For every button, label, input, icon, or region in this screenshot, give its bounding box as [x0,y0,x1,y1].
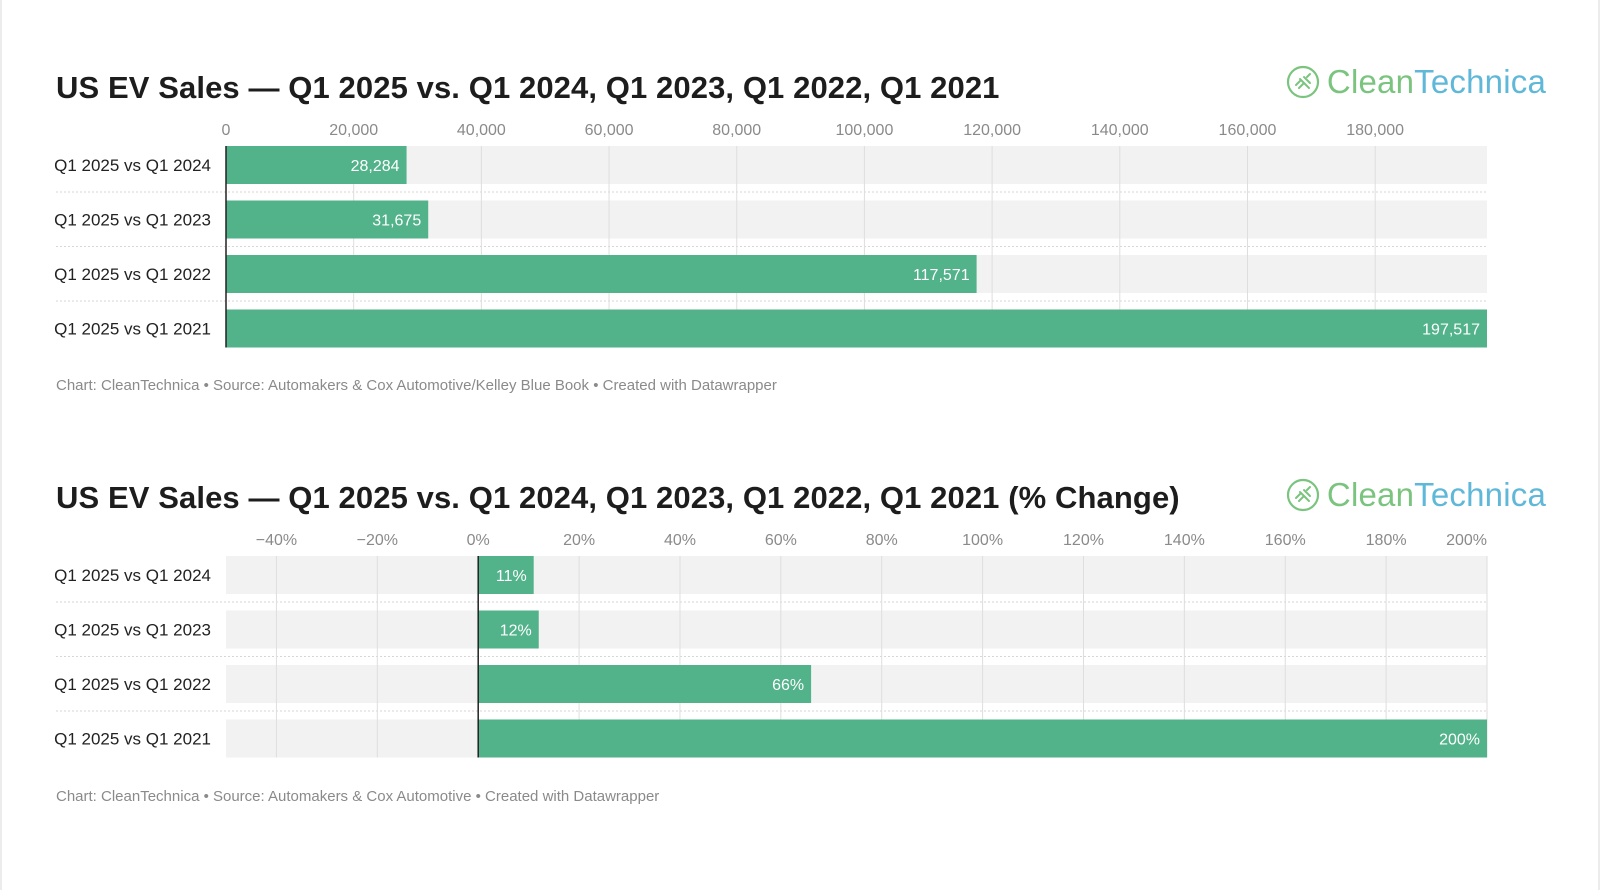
bar [478,719,1487,758]
bar-value-label: 12% [500,623,532,640]
bar [478,610,539,649]
x-tick-label: 120% [1063,532,1104,549]
bar-value-label: 31,675 [372,213,421,230]
category-label: Q1 2025 vs Q1 2023 [54,621,211,640]
category-label: Q1 2025 vs Q1 2022 [54,265,211,284]
x-tick-label: 160% [1265,532,1306,549]
logo-text: CleanTechnica [1326,476,1546,513]
x-tick-label: 180,000 [1346,122,1404,139]
chart-footnote: Chart: CleanTechnica • Source: Automaker… [56,377,777,394]
cleantechnica-logo: CleanTechnica [1285,62,1546,102]
x-tick-label: 200% [1446,532,1487,549]
category-label: Q1 2025 vs Q1 2021 [54,730,211,749]
x-tick-label: 0 [222,122,231,139]
bar-value-label: 117,571 [913,267,970,284]
category-label: Q1 2025 vs Q1 2024 [54,566,211,585]
x-tick-label: 80,000 [712,122,761,139]
x-tick-label: 60% [765,532,797,549]
category-label: Q1 2025 vs Q1 2021 [54,320,211,339]
plot-area: −40% −20% 0% 20% 40% 60% 80% 100% 120% 140% 160% 18… [54,524,1546,764]
category-label: Q1 2025 vs Q1 2023 [54,211,211,230]
row-band [226,610,1487,649]
x-tick-label: 20,000 [329,122,378,139]
x-tick-label: −40% [256,532,297,549]
logo-text: CleanTechnica [1326,63,1546,100]
bar [226,255,977,293]
plug-icon [1286,65,1320,99]
category-label: Q1 2025 vs Q1 2024 [54,156,211,175]
bar-chart-svg: 0 20,000 40,000 60,000 80,000 100,000 120,000 1… [54,122,1487,348]
x-tick-label: 40,000 [457,122,506,139]
x-tick-label: 60,000 [585,122,634,139]
bar-value-label: 197,517 [1422,322,1480,339]
bar [226,146,407,184]
bar-chart-svg: −40% −20% 0% 20% 40% 60% 80% 100% 120% 140% 160% 18… [54,532,1488,758]
x-tick-label: −20% [357,532,398,549]
plug-icon [1286,478,1320,512]
bar [226,200,429,239]
chart-title: US EV Sales — Q1 2025 vs. Q1 2024, Q1 20… [56,480,1180,515]
x-tick-label: 100% [962,532,1003,549]
row-band [226,146,1487,184]
x-tick-label: 180% [1366,532,1407,549]
bar-value-label: 28,284 [351,158,400,175]
bar-value-label: 11% [496,568,527,585]
x-tick-label: 20% [563,532,595,549]
x-tick-label: 160,000 [1219,122,1277,139]
x-tick-label: 0% [467,532,490,549]
cleantechnica-logo: CleanTechnica [1285,475,1546,515]
x-tick-label: 120,000 [963,122,1021,139]
row-band [226,665,1487,703]
x-tick-label: 140,000 [1091,122,1149,139]
bar-value-label: 66% [772,677,804,694]
category-label: Q1 2025 vs Q1 2022 [54,675,211,694]
bar [478,665,812,703]
row-band [226,200,1487,239]
x-tick-label: 100,000 [836,122,894,139]
chart-footnote: Chart: CleanTechnica • Source: Automaker… [56,788,660,805]
x-tick-label: 140% [1164,532,1205,549]
row-band [226,556,1487,594]
bar [478,556,534,594]
bar [226,309,1487,348]
x-tick-label: 40% [664,532,696,549]
bar-value-label: 200% [1439,732,1480,749]
chart-title: US EV Sales — Q1 2025 vs. Q1 2024, Q1 20… [56,70,1000,105]
x-tick-label: 80% [866,532,898,549]
plot-area: 0 20,000 40,000 60,000 80,000 100,000 120,000 1… [54,114,1546,354]
